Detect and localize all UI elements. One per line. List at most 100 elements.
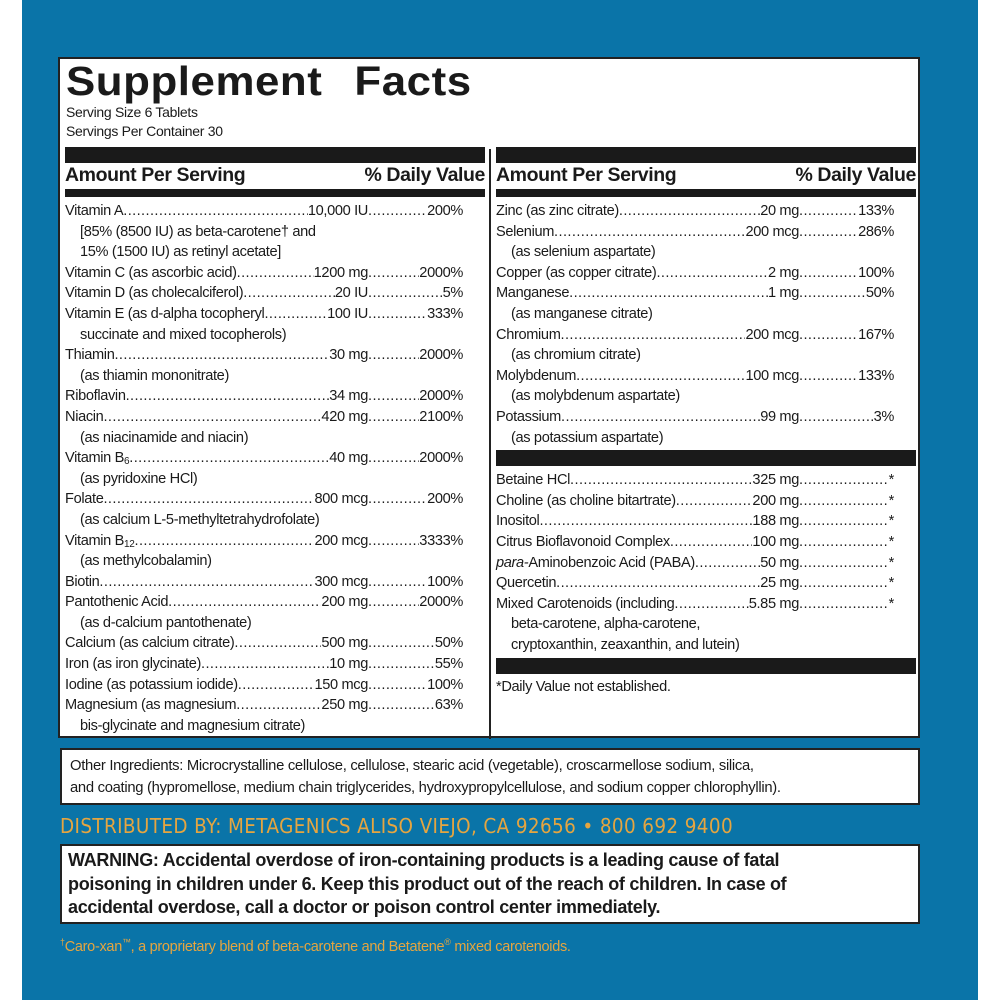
daily-value: 100%	[427, 676, 463, 693]
dot-leader	[799, 283, 866, 304]
amount: 200 mg	[321, 594, 368, 611]
daily-value-cell: 3%	[799, 407, 895, 428]
amount: 150 mcg	[314, 676, 368, 693]
daily-value: *	[888, 513, 895, 530]
left-column: Amount Per Serving % Daily Value Vitamin…	[65, 147, 485, 736]
daily-value: 63%	[434, 697, 464, 714]
dot-leader	[670, 532, 753, 553]
dot-leader	[126, 386, 330, 407]
amount: 2 mg	[767, 264, 799, 281]
nutrient-source-note: (as d-calcium pantothenate)	[80, 614, 252, 631]
amount-header: Amount Per Serving	[496, 164, 677, 186]
nutrient-name-text: Vitamin A	[65, 203, 124, 219]
dot-leader	[539, 511, 752, 532]
daily-value: 200%	[427, 203, 463, 219]
daily-value: *	[888, 492, 895, 509]
name-amount: Vitamin B12 200 mcg	[65, 531, 368, 552]
dot-leader	[368, 263, 419, 284]
other-ingredients-line: and coating (hypromellose, medium chain …	[70, 780, 781, 796]
amount: 10,000 IU	[307, 203, 368, 219]
column-divider	[489, 149, 491, 739]
amount: 25 mg	[760, 575, 799, 592]
nutrient-name: Vitamin A	[65, 201, 124, 222]
dot-leader	[134, 531, 314, 552]
amount: 300 mcg	[314, 573, 368, 590]
nutrient-row: Iron (as iron glycinate) 10 mg 55%	[65, 654, 463, 675]
name-amount: Folate 800 mcg	[65, 489, 368, 510]
daily-value: 55%	[434, 656, 464, 673]
nutrient-name-text: Choline (as choline bitartrate)	[496, 492, 676, 509]
nutrient-row: Selenium 200 mcg 286%	[496, 222, 894, 243]
serving-size: Serving Size 6 Tablets	[66, 104, 198, 120]
dot-leader	[168, 592, 321, 613]
dv-header: % Daily Value	[364, 164, 485, 186]
nutrient-name: Riboflavin	[65, 386, 126, 407]
nutrient-name: Potassium	[496, 407, 561, 428]
daily-value: 100%	[427, 573, 463, 590]
nutrient-row: para-Aminobenzoic Acid (PABA) 50 mg *	[496, 553, 894, 574]
dot-leader	[368, 572, 427, 593]
nutrient-source-note: beta-carotene, alpha-carotene,	[511, 616, 701, 633]
nutrient-name-text: Betaine HCl	[496, 472, 571, 489]
nutrient-name-text: Calcium (as calcium citrate)	[65, 635, 235, 652]
daily-value-cell: 55%	[368, 654, 464, 675]
nutrient-name: Betaine HCl	[496, 470, 570, 491]
nutrient-row: Citrus Bioflavonoid Complex 100 mg *	[496, 532, 894, 553]
nutrient-list: Vitamin A 10,000 IU 200% [85% (8500 IU) as …	[65, 201, 485, 736]
dot-leader	[237, 263, 314, 284]
amount: 200 mcg	[745, 326, 799, 343]
dot-leader	[576, 366, 745, 387]
daily-value-cell: 133%	[799, 201, 894, 222]
nutrient-name-text: Potassium	[496, 408, 561, 425]
dot-leader	[561, 407, 760, 428]
name-amount: Vitamin E (as d-alpha tocopheryl 100 IU	[65, 304, 368, 325]
dot-leader	[123, 201, 308, 222]
daily-value-cell: 50%	[799, 283, 895, 304]
nutrient-row: Molybdenum 100 mcg 133%	[496, 366, 894, 387]
nutrient-name-text: Iodine (as potassium iodide)	[65, 676, 238, 693]
amount: 34 mg	[329, 388, 368, 405]
dot-leader	[799, 263, 858, 284]
amount: 100 mcg	[745, 367, 799, 384]
daily-value: 2000%	[419, 264, 463, 281]
warning-line: WARNING: Accidental overdose of iron-con…	[68, 850, 780, 870]
dot-leader	[799, 491, 889, 512]
dot-leader	[368, 304, 427, 325]
nutrient-name-text: Copper (as copper citrate)	[496, 264, 657, 281]
daily-value-cell: *	[799, 532, 895, 553]
nutrient-name: Thiamin	[65, 345, 115, 366]
page-title: Supplement Facts	[66, 58, 472, 104]
nutrient-row: Calcium (as calcium citrate) 500 mg 50%	[65, 633, 463, 654]
daily-value: *	[888, 575, 895, 592]
amount: 500 mg	[321, 635, 368, 652]
nutrient-row: Vitamin C (as ascorbic acid) 1200 mg 2000%	[65, 263, 463, 284]
footnote-text: mixed carotenoids.	[450, 938, 571, 955]
daily-value: *	[888, 554, 895, 571]
dot-leader	[103, 489, 314, 510]
daily-value-cell: *	[799, 553, 895, 574]
daily-value: 333%	[427, 305, 463, 322]
nutrient-name: Calcium (as calcium citrate)	[65, 633, 235, 654]
nutrient-name: Vitamin B12	[65, 531, 135, 552]
daily-value: *	[888, 533, 895, 550]
amount: 200 mcg	[314, 532, 368, 549]
dot-leader	[99, 572, 314, 593]
dot-leader	[799, 511, 889, 532]
supplement-facts-panel: Supplement Facts Serving Size 6 Tablets …	[58, 57, 920, 739]
other-ingredient-list: Betaine HCl 325 mg * Choline (as choline bi…	[496, 470, 916, 655]
nutrient-name: Vitamin D (as cholecalciferol)	[65, 283, 244, 304]
nutrient-name: Copper (as copper citrate)	[496, 263, 657, 284]
name-amount: Selenium 200 mcg	[496, 222, 799, 243]
nutrient-list: Zinc (as zinc citrate) 20 mg 133% Selenium 2…	[496, 201, 916, 448]
nutrient-name-text: Niacin	[65, 408, 104, 425]
nutrient-row: Copper (as copper citrate) 2 mg 100%	[496, 263, 894, 284]
daily-value-cell: 63%	[368, 695, 464, 716]
nutrient-name: Iodine (as potassium iodide)	[65, 675, 238, 696]
name-amount: Iron (as iron glycinate) 10 mg	[65, 654, 368, 675]
amount: 325 mg	[752, 472, 799, 489]
daily-value: 100%	[858, 264, 894, 281]
italic-prefix: para-	[496, 554, 529, 571]
amount: 420 mg	[321, 408, 368, 425]
nutrient-name-text: Vitamin D (as cholecalciferol)	[65, 285, 244, 302]
daily-value-cell: 200%	[368, 489, 463, 510]
